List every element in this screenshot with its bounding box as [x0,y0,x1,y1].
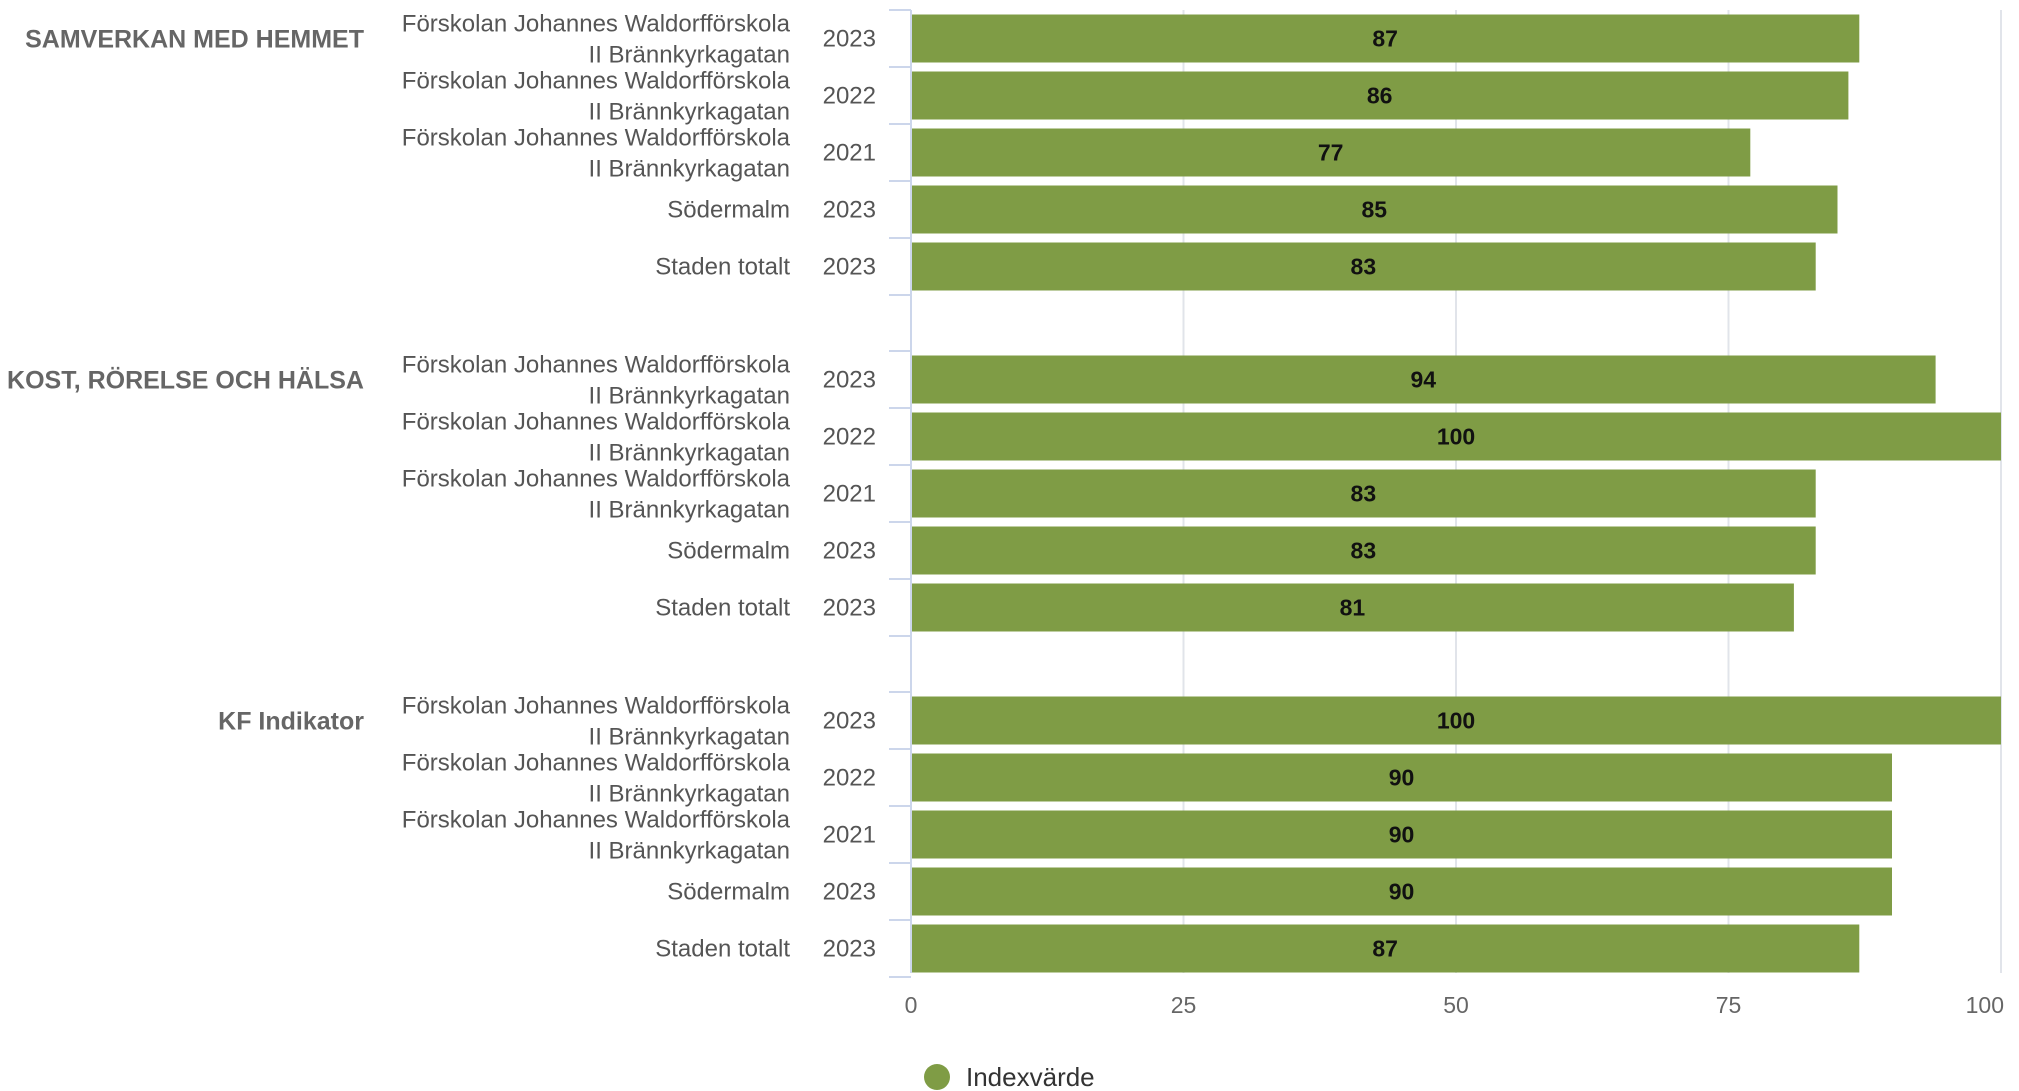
bar-value-label: 90 [1389,879,1415,905]
bar-value-label: 87 [1372,936,1398,962]
bar [912,14,1860,63]
bar [912,469,1816,518]
group-label: KF Indikator [218,708,364,736]
category-label-line: II Brännkyrkagatan [589,497,790,524]
year-label: 2023 [823,197,876,224]
year-label: 2023 [823,936,876,963]
category-label-line: Förskolan Johannes Waldorfförskola [402,466,791,493]
year-label: 2021 [823,822,876,849]
category-label-line: Förskolan Johannes Waldorfförskola [402,693,791,720]
category-label-line: II Brännkyrkagatan [589,440,790,467]
category-axis [889,9,912,978]
year-label: 2023 [823,254,876,281]
bar-value-label: 83 [1351,254,1377,280]
category-label: Staden totalt [655,254,790,281]
bar-value-label: 100 [1437,424,1475,450]
x-axis-ticks: 0 25 50 75 100 [905,992,2004,1018]
x-tick-label: 75 [1716,992,1742,1018]
bar [912,583,1794,632]
category-label-line: II Brännkyrkagatan [589,42,790,69]
x-tick-label: 50 [1443,992,1469,1018]
bar-value-label: 90 [1389,822,1415,848]
category-label-line: Förskolan Johannes Waldorfförskola [402,125,791,152]
year-label: 2023 [823,26,876,53]
year-label: 2023 [823,879,876,906]
category-label-line: Förskolan Johannes Waldorfförskola [402,409,791,436]
category-label-line: II Brännkyrkagatan [589,781,790,808]
category-label-line: II Brännkyrkagatan [589,156,790,183]
year-label: 2022 [823,765,876,792]
category-label-line: Förskolan Johannes Waldorfförskola [402,68,791,95]
category-label-line: Förskolan Johannes Waldorfförskola [402,11,791,38]
year-label: 2023 [823,367,876,394]
category-label: Södermalm [667,197,790,224]
bars: 87 86 77 85 83 94 100 83 83 81 100 90 90 90 87 [912,14,2001,973]
bar [912,355,1936,404]
category-label: Staden totalt [655,936,790,963]
bar-value-label: 86 [1367,83,1393,109]
bar-value-label: 100 [1437,708,1475,734]
bar-value-label: 81 [1340,595,1366,621]
bar-value-label: 83 [1351,481,1377,507]
bar [912,526,1816,575]
category-label-line: II Brännkyrkagatan [589,724,790,751]
category-label: Staden totalt [655,595,790,622]
bar [912,810,1892,859]
x-tick-label: 100 [1966,992,2004,1018]
group-label: SAMVERKAN MED HEMMET [25,26,364,54]
year-label: 2021 [823,481,876,508]
bar [912,696,2001,745]
bar-value-label: 77 [1318,140,1344,166]
legend[interactable]: Indexvärde [924,1062,1095,1091]
bar [912,867,1892,916]
category-label-line: II Brännkyrkagatan [589,838,790,865]
bar [912,128,1751,177]
bar [912,242,1816,291]
year-label: 2022 [823,83,876,110]
category-label-line: Förskolan Johannes Waldorfförskola [402,807,791,834]
bar-value-label: 83 [1351,538,1377,564]
bar [912,185,1838,234]
year-label: 2021 [823,140,876,167]
bar-value-label: 94 [1411,367,1437,393]
category-label-line: II Brännkyrkagatan [589,99,790,126]
category-label: Södermalm [667,538,790,565]
bar-value-label: 85 [1361,197,1387,223]
year-label: 2022 [823,424,876,451]
category-label-line: Förskolan Johannes Waldorfförskola [402,352,791,379]
group-label: KOST, RÖRELSE OCH HÄLSA [7,366,364,395]
year-label: 2023 [823,538,876,565]
bar [912,412,2001,461]
bar [912,753,1892,802]
x-tick-label: 25 [1171,992,1197,1018]
bar-value-label: 87 [1372,26,1398,52]
category-label: Södermalm [667,879,790,906]
year-label: 2023 [823,595,876,622]
legend-label: Indexvärde [966,1062,1095,1091]
year-label: 2023 [823,708,876,735]
category-label-line: Förskolan Johannes Waldorfförskola [402,750,791,777]
bar [912,71,1849,120]
category-label-line: II Brännkyrkagatan [589,383,790,410]
bar [912,924,1860,973]
legend-marker [924,1064,950,1090]
bar-value-label: 90 [1389,765,1415,791]
x-tick-label: 0 [905,992,918,1018]
